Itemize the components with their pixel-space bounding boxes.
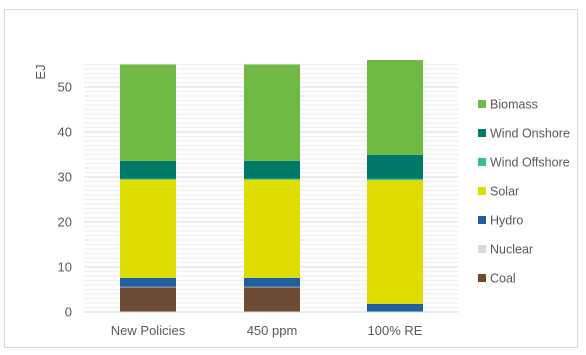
bar-segment-wind-onshore bbox=[244, 160, 300, 179]
legend-label: Solar bbox=[490, 185, 519, 199]
y-tick-label: 30 bbox=[58, 170, 72, 185]
legend-swatch bbox=[478, 129, 486, 137]
bar-segment-wind-offshore bbox=[244, 178, 300, 180]
x-tick-label: New Policies bbox=[111, 323, 186, 338]
y-tick-label: 10 bbox=[58, 260, 72, 275]
bar-segment-biomass bbox=[120, 64, 176, 161]
bar-segment-hydro bbox=[367, 303, 423, 312]
bar-segment-coal bbox=[244, 287, 300, 312]
legend-label: Wind Offshore bbox=[490, 156, 570, 170]
x-tick-label: 450 ppm bbox=[247, 323, 298, 338]
y-tick-label: 20 bbox=[58, 215, 72, 230]
legend-swatch bbox=[478, 100, 486, 108]
legend-swatch bbox=[478, 245, 486, 253]
legend-swatch bbox=[478, 158, 486, 166]
legend-swatch bbox=[478, 274, 486, 282]
legend-swatch bbox=[478, 216, 486, 224]
y-tick-label: 50 bbox=[58, 80, 72, 95]
bar-segment-coal bbox=[120, 287, 176, 312]
legend-label: Biomass bbox=[490, 98, 538, 112]
bar-segment-solar bbox=[367, 180, 423, 304]
y-tick-label: 0 bbox=[65, 305, 72, 320]
legend-label: Wind Onshore bbox=[490, 127, 570, 141]
legend-swatch bbox=[478, 187, 486, 195]
legend-label: Coal bbox=[490, 272, 516, 286]
bar-segment-hydro bbox=[120, 277, 176, 287]
bar-segment-solar bbox=[244, 179, 300, 278]
bar-segment-wind-onshore bbox=[367, 154, 423, 179]
bar-segment-wind-offshore bbox=[367, 178, 423, 181]
bar-segment-solar bbox=[120, 179, 176, 278]
bars bbox=[84, 60, 458, 313]
legend: Biomass Wind Onshore Wind Offshore Solar Hyd… bbox=[478, 98, 570, 286]
x-tick-labels: New Policies 450 ppm 100% RE bbox=[111, 323, 423, 338]
x-tick-label: 100% RE bbox=[368, 323, 423, 338]
y-tick-label: 40 bbox=[58, 125, 72, 140]
bar-segment-biomass bbox=[244, 64, 300, 161]
bar-segment-wind-offshore bbox=[120, 178, 176, 180]
bar-segment-wind-onshore bbox=[120, 160, 176, 179]
bar-segment-biomass bbox=[367, 60, 423, 155]
y-tick-labels: 0 10 20 30 40 50 bbox=[58, 80, 72, 320]
legend-label: Nuclear bbox=[490, 243, 533, 257]
legend-label: Hydro bbox=[490, 214, 523, 228]
bar-segment-hydro bbox=[244, 277, 300, 287]
y-axis-label: EJ bbox=[33, 64, 48, 79]
